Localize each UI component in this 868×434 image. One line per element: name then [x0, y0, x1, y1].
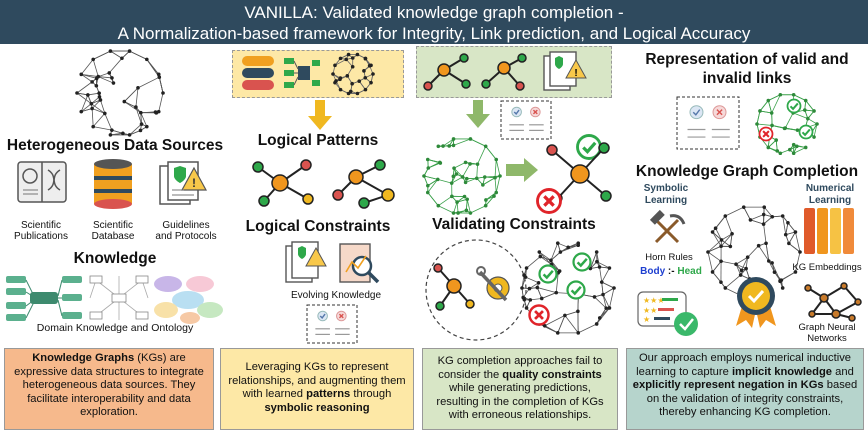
label-numerical-learning: Numerical Learning [805, 183, 855, 206]
valid-check-icon-5 [786, 98, 802, 114]
source-label-publications: Scientific Publications [14, 220, 68, 242]
heading-representation: Representation of valid and invalid links [645, 51, 849, 87]
ontology-graph-icon [89, 275, 149, 320]
box-knowledge-graphs: Knowledge Graphs (KGs) are expressive da… [4, 348, 214, 430]
validation-checklist-icon-3 [676, 96, 740, 150]
pattern-graph-4 [481, 53, 527, 91]
database-icon [94, 159, 132, 209]
ontology-bubbles-icon [154, 276, 223, 324]
header-banner: VANILLA: Validated knowledge graph compl… [0, 0, 868, 44]
label-horn-rule-formula: Body :- Head [640, 266, 702, 277]
constraint-pattern-graph [433, 263, 475, 311]
svg-text:!: ! [192, 176, 196, 190]
ontology-mindmap-icon [6, 276, 82, 321]
svg-text:★★★: ★★★ [643, 296, 665, 305]
valid-check-icon-4 [572, 252, 592, 272]
caption-ontology: Domain Knowledge and Ontology [36, 322, 194, 334]
heading-validating-constraints: Validating Constraints [432, 216, 596, 233]
kg-embeddings-icon [804, 208, 854, 254]
svg-text:!: ! [574, 68, 577, 79]
validation-checklist-icon-2 [500, 100, 552, 140]
pattern-graph-2 [332, 159, 395, 209]
box-logical-patterns: Leveraging KGs to represent relationship… [220, 348, 414, 430]
title-line-2: A Normalization-based framework for Inte… [117, 24, 751, 43]
label-graph-neural-networks: Graph Neural Networks [798, 322, 856, 344]
source-label-guidelines: Guidelines and Protocols [155, 220, 217, 242]
knowledge-graph-sphere-4 [520, 241, 616, 335]
valid-check-icon-2 [538, 264, 558, 284]
label-kg-embeddings: KG Embeddings [792, 262, 862, 273]
heading-knowledge: Knowledge [73, 250, 157, 267]
caption-evolving-knowledge: Evolving Knowledge [290, 290, 382, 301]
valid-check-icon-6 [798, 124, 814, 140]
box-our-approach: Our approach employs numerical inductive… [626, 348, 864, 430]
title-line-1: VANILLA: Validated knowledge graph compl… [244, 3, 624, 22]
arrow-down-yellow-icon [308, 100, 332, 130]
publications-icon [17, 161, 67, 203]
knowledge-graph-sphere-5 [755, 92, 819, 156]
validation-tools-icon [476, 266, 510, 302]
constraints-documents-icon [285, 241, 380, 284]
validation-checklist-icon [306, 304, 358, 344]
knowledge-graph-sphere-3 [422, 137, 502, 215]
data-stack-icon [242, 56, 274, 90]
guidelines-icon: ! [159, 161, 208, 205]
rating-speech-icon: ★★★★★★ [637, 291, 698, 336]
invalid-cross-icon-3 [758, 126, 774, 142]
arrow-right-green-icon [506, 158, 538, 182]
heading-heterogeneous-sources: Heterogeneous Data Sources [6, 137, 224, 154]
box-validating-constraints: KG completion approaches fail to conside… [422, 348, 618, 430]
pattern-graph-1 [252, 159, 314, 207]
invalid-cross-icon-2 [528, 304, 550, 326]
constraint-document-icon: ! [543, 51, 587, 91]
heading-logical-constraints: Logical Constraints [245, 218, 391, 235]
label-horn-rules: Horn Rules [645, 252, 693, 263]
knowledge-graph-sphere-1 [75, 49, 165, 137]
hammer-pick-icon [649, 209, 686, 244]
heading-logical-patterns: Logical Patterns [257, 132, 379, 149]
svg-text:★★: ★★ [643, 306, 657, 315]
knowledge-graph-sphere-2 [331, 52, 375, 96]
label-symbolic-learning: Symbolic Learning [643, 183, 689, 206]
validation-dashed-circle [425, 239, 527, 341]
gnn-graph-icon [804, 282, 862, 322]
heading-kg-completion: Knowledge Graph Completion [635, 163, 859, 180]
svg-text:★: ★ [643, 315, 650, 324]
valid-check-icon [576, 134, 602, 160]
valid-check-icon-3 [566, 280, 586, 300]
invalid-cross-icon [536, 188, 562, 214]
quality-badge-icon [736, 277, 776, 328]
pattern-graph-3 [423, 53, 471, 91]
source-label-database: Scientific Database [91, 220, 135, 242]
mapping-icon [284, 58, 320, 88]
arrow-down-green-icon [466, 100, 490, 128]
